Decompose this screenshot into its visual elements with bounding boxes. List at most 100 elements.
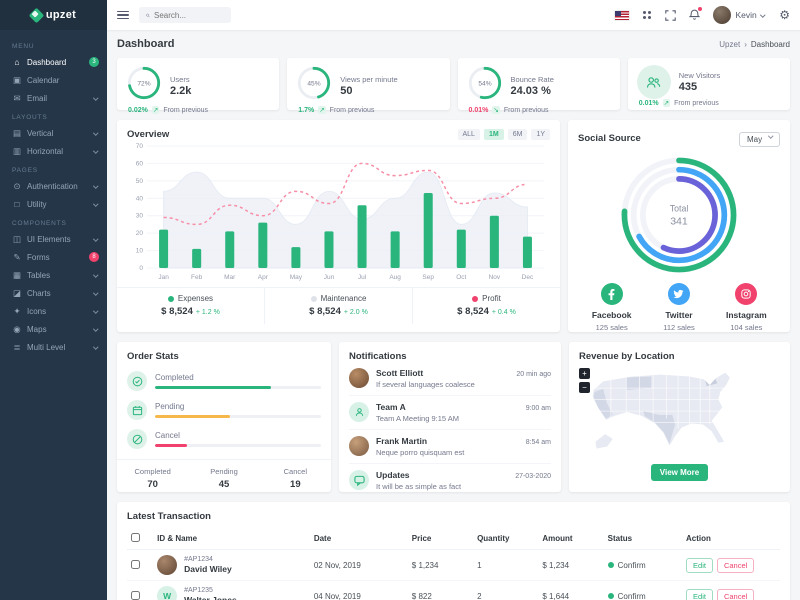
brand-logo[interactable]: upzet: [0, 0, 107, 30]
breadcrumb-current: Dashboard: [750, 39, 790, 49]
chevron-down-icon: [92, 344, 98, 350]
completed-progress-bar: [155, 386, 272, 389]
check-circle-icon: [127, 371, 147, 391]
chevron-down-icon: [92, 236, 98, 242]
us-map[interactable]: [579, 362, 780, 464]
calendar-icon: [127, 400, 147, 420]
chevron-down-icon: [92, 148, 98, 154]
svg-text:70: 70: [136, 143, 144, 150]
twitter-icon[interactable]: [667, 283, 690, 305]
nav-section-menu: MENU: [12, 43, 35, 50]
month-select-wrap: May: [739, 129, 780, 147]
nav-section-components: COMPONENTS: [12, 220, 67, 227]
breadcrumb-root[interactable]: Upzet: [719, 39, 741, 49]
month-select[interactable]: May: [739, 132, 780, 147]
range-1m-button[interactable]: 1M: [483, 129, 504, 140]
sidebar-item-vertical[interactable]: ▤ Vertical: [0, 124, 107, 142]
chart-icon: ◪: [12, 287, 22, 298]
svg-text:Apr: Apr: [258, 274, 269, 281]
chevron-down-icon: [92, 272, 98, 278]
svg-text:341: 341: [670, 216, 688, 228]
chevron-down-icon: [92, 130, 98, 136]
view-more-button[interactable]: View More: [650, 464, 709, 481]
breadcrumb-separator: ›: [744, 39, 747, 49]
map-zoom-in-button[interactable]: +: [579, 368, 590, 379]
notification-item[interactable]: Updates 27-03-2020 It will be as simple a…: [349, 464, 551, 497]
user-menu[interactable]: Kevin: [713, 6, 766, 24]
svg-text:30: 30: [136, 213, 144, 220]
sidebar-item-utility[interactable]: □ Utility: [0, 195, 107, 213]
users-progress-ring: 72%: [126, 65, 162, 106]
svg-text:Jun: Jun: [324, 274, 335, 281]
language-flag-icon[interactable]: [615, 10, 630, 20]
revenue-title: Revenue by Location: [579, 351, 675, 362]
chevron-down-icon: [760, 12, 765, 18]
menu-toggle-icon[interactable]: [117, 10, 129, 20]
instagram-icon[interactable]: [735, 283, 758, 305]
table-icon: ▦: [12, 269, 22, 280]
fullscreen-icon[interactable]: [665, 9, 677, 21]
row-checkbox[interactable]: [131, 590, 140, 600]
sidebar-item-maps[interactable]: ◉ Maps: [0, 320, 107, 338]
notification-item[interactable]: Scott Elliott 20 min ago If several langu…: [349, 362, 551, 396]
search-box[interactable]: [139, 7, 231, 23]
sidebar-item-charts[interactable]: ◪ Charts: [0, 284, 107, 302]
search-input[interactable]: [154, 10, 224, 20]
sidebar-nav: MENU ⌂ Dashboard 3 ▣ Calendar ✉ Email LA…: [0, 30, 107, 356]
lock-icon: ⊙: [13, 180, 21, 191]
avatar: [349, 436, 369, 456]
edit-button[interactable]: Edit: [686, 588, 713, 600]
range-buttons: ALL 1M 6M 1Y: [457, 129, 550, 140]
range-all-button[interactable]: ALL: [457, 129, 480, 140]
nav-section-layouts: LAYOUTS: [12, 114, 48, 121]
trend-up-icon: ↗: [151, 106, 160, 114]
horizontal-layout-icon: ▥: [12, 145, 22, 156]
sidebar-item-forms[interactable]: ✎ Forms 8: [0, 248, 107, 266]
facebook-icon[interactable]: [600, 283, 623, 305]
status-badge: Confirm: [617, 591, 646, 600]
pending-progress-bar: [155, 415, 230, 418]
sidebar-item-calendar[interactable]: ▣ Calendar: [12, 74, 60, 85]
row-checkbox[interactable]: [131, 559, 140, 569]
sidebar-item-multi-level[interactable]: ≣ Multi Level: [0, 338, 107, 356]
sidebar-item-ui-elements[interactable]: ◫ UI Elements: [0, 230, 107, 248]
range-6m-button[interactable]: 6M: [507, 129, 528, 140]
edit-button[interactable]: Edit: [686, 557, 713, 573]
order-pending-row: Pending: [127, 400, 321, 420]
overview-title: Overview: [127, 129, 170, 140]
cancel-button[interactable]: Cancel: [716, 557, 755, 573]
svg-text:Nov: Nov: [489, 274, 501, 281]
instagram-item: Instagram 104 sales: [713, 283, 780, 332]
sidebar-item-dashboard[interactable]: ⌂ Dashboard 3: [0, 53, 107, 71]
notification-item[interactable]: Frank Martin 8:54 am Neque porro quisquam…: [349, 430, 551, 464]
svg-text:Oct: Oct: [456, 274, 466, 281]
stat-cards-row: 72% Users 2.2k 0.02% ↗ From previous: [117, 58, 790, 114]
sidebar-item-horizontal[interactable]: ▥ Horizontal: [0, 142, 107, 160]
cancel-button[interactable]: Cancel: [716, 588, 755, 600]
order-stats-card: Order Stats Completed: [117, 342, 331, 492]
sidebar-item-authentication[interactable]: ⊙ Authentication: [0, 177, 107, 195]
sidebar-item-icons[interactable]: ✦ Icons: [0, 302, 107, 320]
apps-grid-icon[interactable]: [642, 10, 652, 20]
chevron-down-icon: [92, 326, 98, 332]
sidebar-item-email[interactable]: ✉ Email: [0, 89, 107, 107]
brand-name: upzet: [45, 9, 77, 21]
nav-section-pages: PAGES: [12, 167, 38, 174]
brand-logo-icon: [28, 7, 45, 23]
sidebar: upzet MENU ⌂ Dashboard 3 ▣ Calendar ✉ Em…: [0, 0, 107, 600]
map-zoom-out-button[interactable]: −: [579, 382, 590, 393]
chat-icon: [349, 470, 369, 490]
calendar-icon: ▣: [12, 74, 22, 85]
settings-gear-icon[interactable]: ⚙: [779, 8, 790, 22]
range-1y-button[interactable]: 1Y: [531, 129, 550, 140]
notifications-bell-icon[interactable]: [689, 7, 703, 21]
notifications-title: Notifications: [349, 351, 407, 362]
svg-text:Dec: Dec: [522, 274, 534, 281]
select-all-checkbox[interactable]: [131, 533, 140, 542]
notification-item[interactable]: Team A 9:00 am Team A Meeting 9:15 AM: [349, 396, 551, 430]
user-name: Kevin: [735, 10, 757, 20]
sidebar-item-tables[interactable]: ▦ Tables: [0, 266, 107, 284]
maintenance-dot-icon: [310, 295, 317, 302]
dashboard-badge: 3: [89, 57, 99, 67]
